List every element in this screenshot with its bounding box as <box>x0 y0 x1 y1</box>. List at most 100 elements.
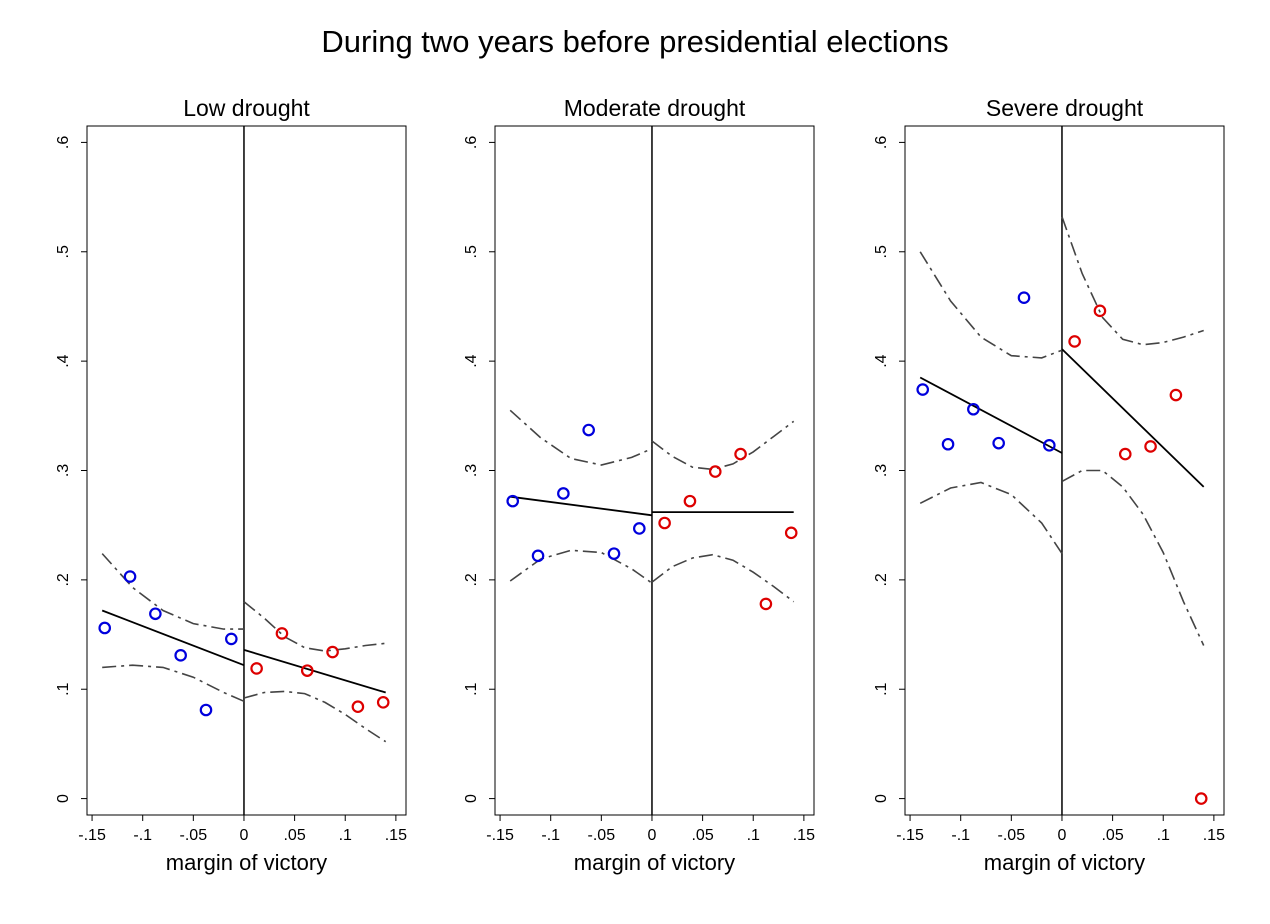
x-tick-label: .05 <box>1101 827 1123 844</box>
figure-title: During two years before presidential ele… <box>321 24 949 59</box>
right-data-point <box>784 526 798 540</box>
plot-frame <box>904 125 1225 816</box>
left-ci-lower-line <box>509 549 653 584</box>
right-data-point <box>734 447 747 461</box>
chart-panel-2: Moderate drought -.15 -.1 -.05 0 .05 .1 .15 0 .1.… <box>463 95 815 875</box>
right-data-point <box>250 662 263 675</box>
y-tick-label: .2 <box>55 573 72 586</box>
x-tick-label: 0 <box>1058 827 1067 844</box>
x-tick-label: -.1 <box>133 827 152 844</box>
x-axis-label: margin of victory <box>984 850 1145 875</box>
left-data-point <box>992 436 1005 450</box>
right-ci-upper-line <box>1061 216 1204 346</box>
right-data-point <box>1118 447 1132 461</box>
right-data-point <box>300 664 314 677</box>
right-data-point <box>326 645 339 659</box>
y-tick-label: .3 <box>873 464 890 477</box>
right-data-point <box>1194 792 1208 805</box>
y-tick-label: .3 <box>55 464 72 477</box>
right-data-point <box>683 494 697 508</box>
plot-frame <box>494 125 815 816</box>
left-data-point <box>123 570 137 583</box>
x-tick-label: .1 <box>747 827 760 844</box>
right-data-point <box>1093 304 1107 318</box>
right-ci-upper-line <box>243 601 386 652</box>
y-tick-label: .4 <box>873 354 890 367</box>
left-data-point <box>633 522 646 535</box>
left-fit-line <box>101 609 245 667</box>
x-tick-label: .1 <box>1157 827 1170 844</box>
y-tick-label: .1 <box>873 682 890 695</box>
right-data-point <box>351 700 365 714</box>
x-tick-label: .05 <box>283 827 305 844</box>
panel-title: Low drought <box>183 95 310 121</box>
x-axis-label: margin of victory <box>574 850 735 875</box>
x-tick-label: .1 <box>339 827 352 844</box>
chart-panel-1: Low drought -.15 -.1 -.05 0 .05 .1 .15 0 .1 .2 .3 .4… <box>55 95 407 875</box>
left-fit-line <box>510 495 653 517</box>
y-tick-label: .6 <box>873 136 890 149</box>
chart-panel-3: Severe drought -.15 -.1 -.05 0 .05 .1 .15 0 .1 .2.… <box>873 95 1225 875</box>
y-tick-label: .6 <box>55 136 72 149</box>
x-tick-label: 0 <box>648 827 657 844</box>
y-tick-label: .5 <box>463 245 480 258</box>
right-ci-lower-line <box>243 690 387 743</box>
right-ci-lower-line <box>651 553 795 603</box>
y-tick-label: .6 <box>463 136 480 149</box>
right-data-point <box>1169 388 1183 402</box>
left-ci-lower-line <box>102 664 245 703</box>
x-tick-label: 0 <box>240 827 249 844</box>
left-data-point <box>1043 439 1056 452</box>
right-fit-line <box>243 649 386 694</box>
left-data-point <box>916 383 930 396</box>
right-data-point <box>376 696 390 709</box>
y-tick-label: 0 <box>873 794 890 803</box>
y-tick-label: .5 <box>873 245 890 258</box>
left-data-point <box>199 703 213 717</box>
right-data-point <box>275 627 289 640</box>
right-data-point <box>759 597 773 611</box>
left-data-point <box>941 437 955 451</box>
right-data-point <box>708 465 722 478</box>
y-tick-label: .4 <box>463 354 480 367</box>
left-data-point <box>557 487 570 500</box>
y-tick-label: .5 <box>55 245 72 258</box>
x-tick-label: -.15 <box>78 827 106 844</box>
left-data-point <box>98 621 112 635</box>
left-ci-upper-line <box>919 251 1063 359</box>
left-fit-line <box>919 376 1063 454</box>
y-tick-label: .1 <box>463 682 480 695</box>
left-data-point <box>506 494 520 508</box>
x-tick-label: -.15 <box>896 827 924 844</box>
left-data-point <box>582 423 595 437</box>
y-tick-label: .1 <box>55 682 72 695</box>
x-tick-label: .05 <box>691 827 713 844</box>
panel-title: Moderate drought <box>564 95 746 121</box>
left-data-point <box>225 632 238 646</box>
left-data-point <box>149 607 162 621</box>
left-ci-upper-line <box>509 409 653 466</box>
left-data-point <box>1017 291 1031 305</box>
left-data-point <box>607 547 621 560</box>
right-data-point <box>1144 440 1157 453</box>
x-tick-label: -.1 <box>951 827 970 844</box>
right-ci-lower-line <box>1061 469 1205 646</box>
y-tick-label: 0 <box>55 794 72 803</box>
x-tick-label: -.05 <box>588 827 616 844</box>
y-tick-label: .4 <box>55 354 72 367</box>
left-ci-lower-line <box>919 481 1063 555</box>
x-tick-label: -.05 <box>180 827 208 844</box>
y-tick-label: .3 <box>463 464 480 477</box>
left-data-point <box>531 549 545 563</box>
right-ci-upper-line <box>651 420 795 471</box>
panel-title: Severe drought <box>986 95 1144 121</box>
x-tick-label: .15 <box>385 827 407 844</box>
right-data-point <box>658 516 671 530</box>
x-tick-label: -.1 <box>541 827 560 844</box>
right-fit-line <box>1061 348 1205 488</box>
x-tick-label: -.05 <box>998 827 1026 844</box>
y-tick-label: .2 <box>463 573 480 586</box>
y-tick-label: 0 <box>463 794 480 803</box>
